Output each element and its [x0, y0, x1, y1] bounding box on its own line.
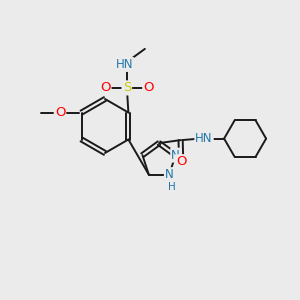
Text: N: N: [171, 148, 180, 162]
Text: N: N: [165, 168, 174, 181]
Text: O: O: [100, 81, 110, 94]
Text: O: O: [176, 155, 187, 168]
Text: O: O: [55, 106, 65, 119]
Text: HN: HN: [116, 58, 133, 71]
Text: S: S: [123, 81, 131, 94]
Text: HN: HN: [195, 132, 213, 145]
Text: H: H: [168, 182, 176, 192]
Text: O: O: [143, 81, 154, 94]
